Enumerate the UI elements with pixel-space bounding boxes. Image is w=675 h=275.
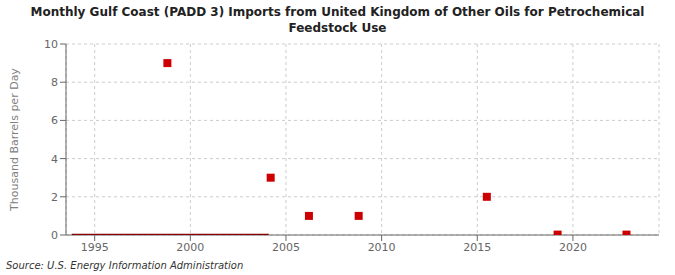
- svg-text:2020: 2020: [559, 241, 587, 254]
- svg-text:10: 10: [44, 38, 58, 51]
- svg-text:2000: 2000: [176, 241, 204, 254]
- svg-text:2010: 2010: [368, 241, 396, 254]
- svg-text:0: 0: [51, 229, 58, 242]
- html-text:Monthly Gulf Coast (PADD 3) Im: Monthly Gulf Coast (PADD 3) Imports from…: [30, 5, 645, 19]
- svg-text:2015: 2015: [463, 241, 491, 254]
- svg-text:6: 6: [51, 114, 58, 127]
- svg-text:2: 2: [51, 191, 58, 204]
- html-text:Source: U.S. Energy Informatio: Source: U.S. Energy Information Administ…: [6, 260, 244, 271]
- svg-text:8: 8: [51, 76, 58, 89]
- svg-text:4: 4: [51, 153, 58, 166]
- svg-text:1995: 1995: [81, 241, 109, 254]
- svg-text:Thousand Barrels per Day: Thousand Barrels per Day: [8, 68, 21, 212]
- svg-text:2005: 2005: [272, 241, 300, 254]
- html-text:Feedstock Use: Feedstock Use: [288, 21, 387, 35]
